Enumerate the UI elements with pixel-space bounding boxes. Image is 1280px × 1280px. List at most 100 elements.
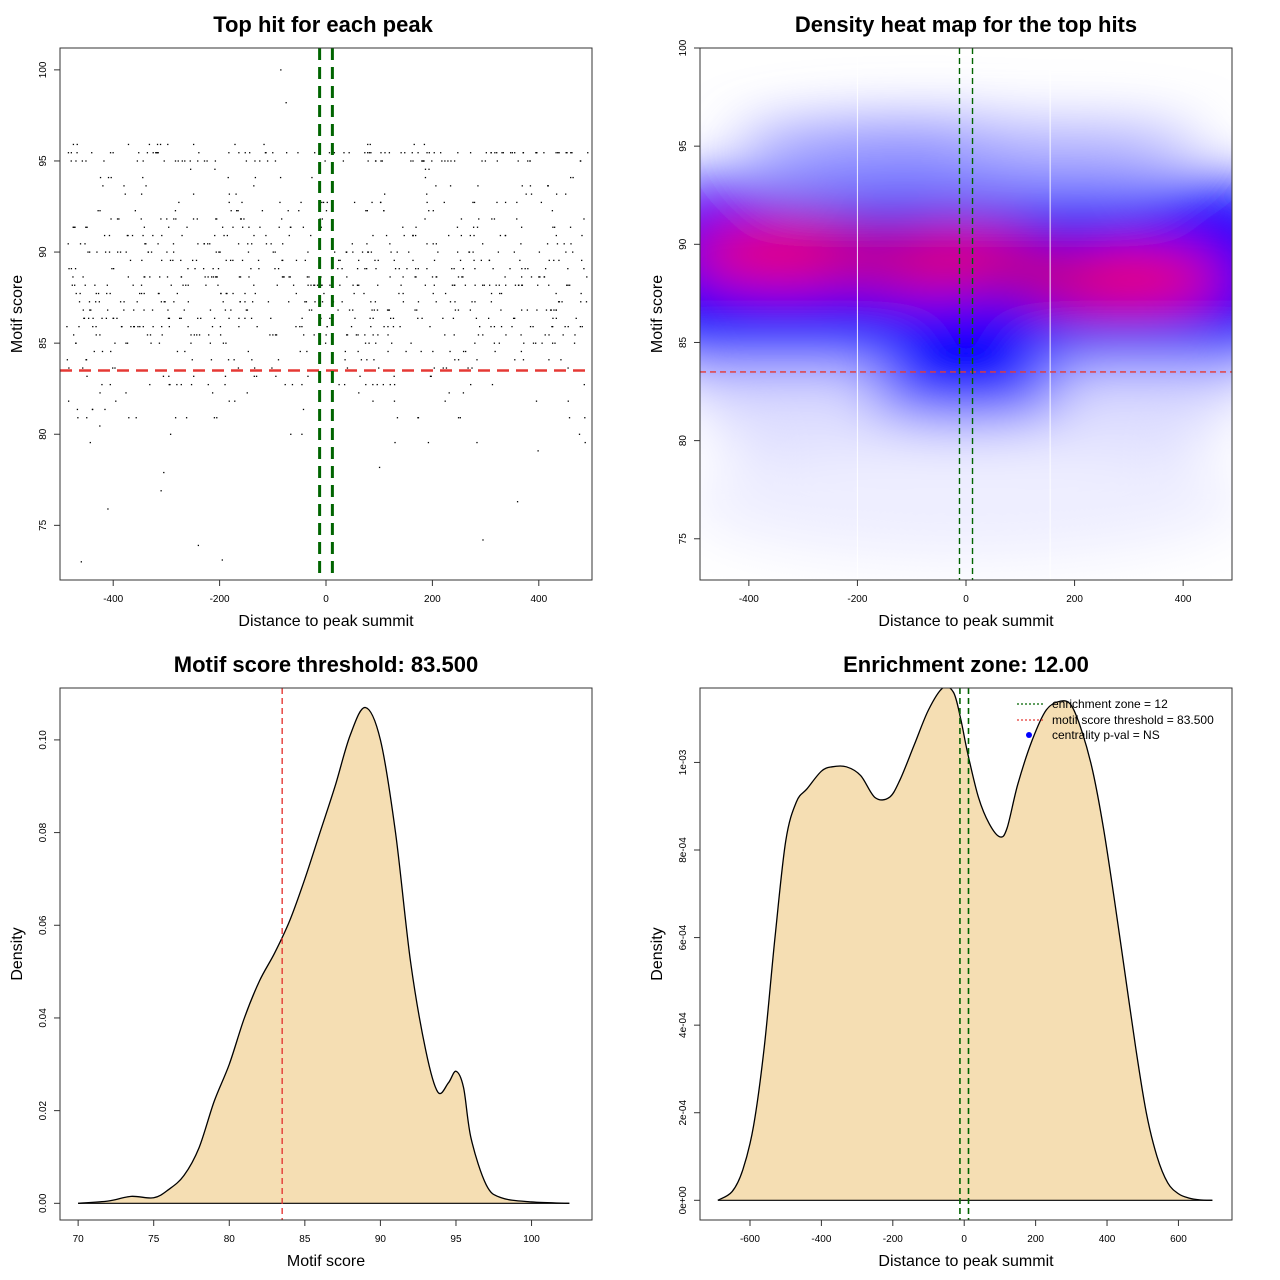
scatter-point (523, 342, 525, 344)
scatter-point (208, 334, 210, 336)
distance-density-y-tick-label: 1e-03 (678, 749, 689, 775)
scatter-point (106, 292, 108, 295)
distance-density-x-tick-label: -400 (811, 1234, 831, 1245)
score-density-area (78, 707, 570, 1204)
scatter-point (198, 334, 201, 336)
scatter-point (266, 160, 269, 162)
scatter-point (530, 276, 533, 278)
scatter-point (441, 160, 443, 162)
scatter-point (372, 234, 374, 237)
score-density-x-tick-label: 85 (299, 1234, 311, 1245)
scatter-point (125, 251, 127, 253)
scatter-point (359, 375, 361, 377)
scatter-point (168, 325, 170, 328)
scatter-point (585, 301, 588, 303)
scatter-point (152, 234, 154, 237)
scatter-point (151, 309, 154, 311)
scatter-point (304, 301, 306, 303)
scatter-point (259, 226, 261, 228)
scatter-point (212, 276, 215, 278)
scatter-point (303, 334, 305, 336)
scatter-point (583, 383, 585, 386)
scatter-point (228, 193, 231, 195)
scatter-point (536, 309, 538, 311)
scatter-point (364, 334, 366, 336)
scatter-point (552, 317, 554, 320)
scatter-point (297, 152, 299, 154)
scatter-y-axis: 75 80 85 90 95 100 (38, 61, 60, 531)
scatter-point (291, 383, 294, 386)
scatter-point (469, 309, 472, 311)
scatter-point (329, 317, 331, 320)
score-density-x-tick-label: 80 (224, 1234, 236, 1245)
scatter-point (522, 152, 525, 154)
scatter-point (109, 383, 111, 386)
scatter-point (370, 152, 372, 154)
scatter-point (168, 317, 171, 320)
scatter-point (166, 218, 168, 220)
scatter-point (447, 160, 449, 162)
scatter-point (209, 243, 211, 245)
scatter-point (213, 417, 216, 419)
scatter-point (238, 325, 240, 328)
scatter-point (365, 210, 367, 212)
scatter-point (103, 234, 106, 237)
scatter-point (136, 160, 139, 162)
scatter-point (261, 210, 264, 212)
scatter-point (371, 201, 373, 204)
scatter-point (437, 251, 439, 253)
scatter-point (393, 375, 395, 377)
scatter-point (217, 268, 220, 270)
scatter-point (581, 325, 583, 328)
scatter-point (161, 334, 163, 336)
scatter-point (99, 176, 102, 179)
scatter-point (572, 176, 574, 179)
scatter-point (158, 342, 161, 344)
scatter-point (107, 176, 110, 179)
scatter-point (281, 276, 284, 278)
scatter-point (87, 251, 89, 253)
scatter-point (221, 559, 223, 561)
scatter-point (373, 309, 375, 311)
scatter-point (402, 276, 404, 278)
distance-density-area (717, 688, 1213, 1201)
scatter-title: Top hit for each peak (213, 12, 433, 37)
scatter-point (112, 367, 114, 369)
scatter-point (112, 317, 114, 320)
scatter-point (517, 160, 519, 162)
scatter-point (82, 309, 84, 311)
scatter-point (86, 226, 88, 228)
scatter-point (557, 152, 559, 154)
scatter-point (209, 342, 212, 344)
scatter-point (213, 317, 216, 320)
scatter-point (254, 160, 256, 162)
scatter-point (295, 259, 298, 262)
scatter-point (216, 417, 218, 419)
scatter-point (189, 160, 191, 162)
scatter-point (558, 301, 561, 303)
scatter-point (95, 301, 97, 303)
scatter-point (457, 309, 460, 311)
scatter-point (110, 176, 112, 179)
scatter-point (453, 268, 455, 270)
scatter-point (392, 325, 395, 328)
scatter-point (431, 160, 433, 162)
scatter-point (337, 268, 339, 270)
distance-density-x-tick-label: 200 (1027, 1234, 1044, 1245)
scatter-point (461, 276, 463, 278)
scatter-point (551, 210, 554, 212)
scatter-point (567, 284, 569, 286)
scatter-point (120, 325, 123, 328)
scatter-point (219, 251, 221, 253)
scatter-point (444, 160, 446, 162)
scatter-point (514, 152, 516, 154)
scatter-point (271, 367, 273, 369)
scatter-point (133, 325, 136, 328)
scatter-point (205, 284, 207, 286)
scatter-point (389, 243, 391, 245)
scatter-point (337, 309, 339, 311)
scatter-point (502, 152, 505, 154)
scatter-point (178, 201, 180, 204)
scatter-point (278, 226, 280, 228)
scatter-point (118, 218, 120, 220)
